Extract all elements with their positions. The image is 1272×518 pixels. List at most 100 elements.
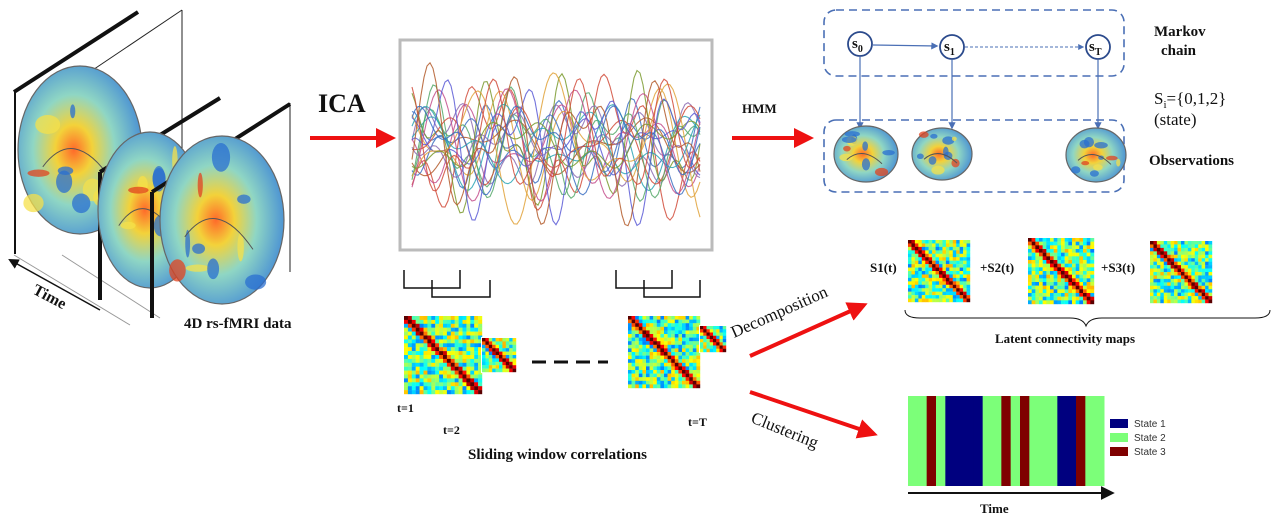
matrix-cell [928, 243, 933, 248]
matrix-cell [918, 257, 922, 261]
matrix-cell [485, 368, 489, 373]
matrix-cell [1177, 241, 1182, 245]
state-segment [982, 396, 993, 486]
matrix-cell [667, 323, 672, 327]
matrix-cell [925, 246, 929, 251]
matrix-cell [462, 351, 467, 356]
matrix-cell [466, 339, 471, 344]
matrix-cell [1057, 245, 1062, 250]
matrix-cell [945, 281, 950, 285]
matrix-cell [423, 339, 428, 344]
timecourse-line [411, 78, 701, 192]
matrix-cell [1028, 241, 1032, 246]
matrix-cell [635, 323, 639, 327]
matrix-cell [685, 348, 690, 353]
matrix-cell [671, 362, 675, 367]
matrix-cell [925, 281, 929, 285]
brain-sulcus [923, 153, 958, 164]
state-segment [1094, 396, 1105, 486]
matrix-cell [664, 380, 668, 385]
matrix-cell [719, 342, 723, 346]
matrix-cell [671, 352, 675, 356]
matrix-cell [696, 370, 701, 374]
matrix-cell [1201, 251, 1206, 255]
state-segment [945, 396, 956, 486]
matrix-cell [678, 326, 683, 331]
matrix-cell [1156, 282, 1161, 286]
matrix-cell [1075, 278, 1080, 283]
matrix-cell [628, 319, 632, 324]
matrix-cell [1156, 247, 1161, 252]
matrix-cell [1068, 241, 1073, 246]
matrix-cell [935, 257, 940, 261]
matrix-cell [502, 341, 506, 345]
matrix-cell [653, 330, 657, 335]
matrix-cell [439, 335, 444, 340]
matrix-cell [925, 243, 929, 248]
matrix-cell [435, 386, 440, 391]
matrix-cell [956, 240, 960, 244]
matrix-cell [1083, 289, 1087, 294]
matrix-cell [949, 243, 953, 248]
brain-activation-spot [1093, 164, 1103, 171]
matrix-cell [1170, 299, 1175, 304]
matrix-cell [462, 386, 467, 391]
matrix-cell [963, 281, 967, 285]
matrix-cell [423, 335, 428, 340]
matrix-cell [427, 355, 432, 360]
matrix-cell [656, 330, 661, 335]
matrix-cell [1208, 272, 1213, 276]
matrix-cell [505, 341, 510, 345]
matrix-cell [713, 329, 717, 333]
matrix-cell [1170, 275, 1175, 280]
matrix-cell [918, 271, 922, 275]
matrix-cell [466, 323, 471, 328]
matrix-cell [1191, 261, 1195, 266]
matrix-cell [470, 362, 475, 367]
brain-activation-spot [839, 153, 853, 162]
matrix-cell [492, 368, 496, 373]
matrix-cell [1090, 271, 1095, 275]
matrix-cell [1167, 289, 1171, 293]
matrix-cell [631, 384, 636, 389]
matrix-cell [939, 246, 943, 251]
matrix-cell [1035, 249, 1040, 253]
matrix-cell [682, 352, 686, 356]
matrix-cell [642, 319, 647, 324]
matrix-cell [722, 348, 727, 353]
matrix-cell [1039, 256, 1043, 261]
matrix-cell [1198, 258, 1202, 262]
matrix-cell [1191, 254, 1195, 259]
matrix-cell [1163, 296, 1168, 300]
matrix-cell [1184, 261, 1189, 266]
matrix-cell [1061, 274, 1065, 279]
matrix-cell [1046, 241, 1051, 246]
matrix-cell [446, 335, 451, 340]
matrix-cell [474, 319, 479, 324]
matrix-cell [628, 355, 632, 360]
matrix-cell [1072, 293, 1076, 297]
matrix-cell [1153, 247, 1158, 252]
matrix-cell [423, 390, 428, 395]
matrix-cell [628, 370, 632, 374]
matrix-cell [404, 390, 409, 395]
matrix-cell [649, 330, 654, 335]
matrix-cell [1064, 238, 1069, 242]
brain-activation-spot [931, 165, 945, 175]
matrix-cell [478, 347, 483, 352]
matrix-cell [1184, 241, 1189, 245]
matrix-cell [1194, 268, 1199, 273]
matrix-cell [443, 370, 448, 375]
matrix-cell [431, 339, 436, 344]
matrix-cell [470, 339, 475, 344]
matrix-cell [411, 323, 416, 328]
transition-s0-s1 [872, 42, 939, 50]
matrix-cell [963, 295, 967, 299]
matrix-cell [1205, 278, 1209, 283]
matrix-cell [1068, 300, 1073, 305]
matrix-cell [908, 298, 912, 303]
matrix-cell [458, 323, 463, 328]
matrix-cell [478, 370, 483, 375]
matrix-cell [502, 368, 506, 373]
matrix-cell [1064, 260, 1069, 264]
